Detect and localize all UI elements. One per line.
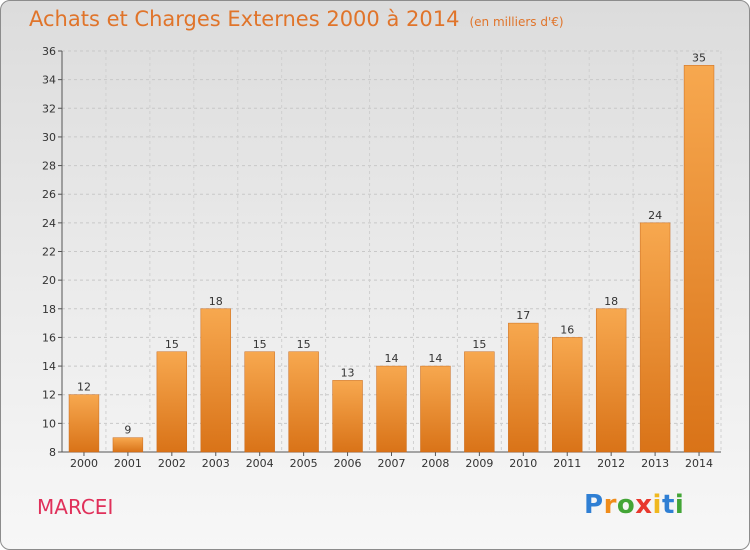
data-label-2005: 15 (297, 338, 311, 351)
data-label-2000: 12 (77, 381, 91, 394)
bar-2014 (683, 65, 715, 453)
data-label-2003: 18 (209, 295, 223, 308)
x-tick-label-2004: 2004 (246, 457, 274, 470)
logo-letter: x (635, 490, 653, 520)
x-tick-label-2011: 2011 (553, 457, 581, 470)
y-tick-label: 24 (42, 217, 56, 230)
bar-2000 (68, 394, 100, 453)
logo-letter: i (674, 490, 685, 520)
x-tick-label-2010: 2010 (509, 457, 537, 470)
logo-letter: i (652, 490, 662, 520)
y-tick-label: 8 (49, 446, 56, 459)
bar-2011 (552, 337, 583, 453)
y-tick-label: 12 (42, 389, 56, 402)
commune-name: MARCEI (37, 495, 114, 519)
y-tick-label: 26 (42, 188, 56, 201)
y-tick-label: 28 (42, 160, 56, 173)
data-label-2009: 15 (472, 338, 486, 351)
chart-subtitle: (en milliers d'€) (469, 15, 564, 29)
data-label-2014: 35 (692, 51, 706, 64)
data-label-2012: 18 (604, 295, 618, 308)
y-tick-label: 34 (42, 74, 56, 87)
bar-2004 (244, 351, 275, 453)
logo-letter: r (603, 490, 617, 520)
x-tick-label-2000: 2000 (70, 457, 98, 470)
proxiti-logo: Proxiti (584, 490, 684, 520)
y-tick-label: 14 (42, 360, 56, 373)
y-tick-label: 16 (42, 331, 56, 344)
x-tick-label-2003: 2003 (202, 457, 230, 470)
bar-2001 (112, 437, 144, 453)
bars (68, 65, 715, 453)
chart-title-block: Achats et Charges Externes 2000 à 2014 (e… (29, 7, 564, 31)
data-label-2013: 24 (648, 209, 662, 222)
bar-2010 (508, 322, 539, 453)
bar-2006 (332, 380, 363, 453)
y-tick-label: 18 (42, 303, 56, 316)
x-tick-label-2012: 2012 (597, 457, 625, 470)
y-tick-label: 20 (42, 274, 56, 287)
data-labels: 12 9 15 18 15 15 13 14 14 15 17 16 18 24 35 (77, 51, 706, 436)
x-tick-label-2002: 2002 (158, 457, 186, 470)
x-tick-label-2007: 2007 (378, 457, 406, 470)
bar-2003 (200, 308, 231, 453)
data-label-2006: 13 (341, 366, 355, 379)
x-tick-label-2006: 2006 (334, 457, 362, 470)
y-tick-label: 36 (42, 45, 56, 58)
data-label-2004: 15 (253, 338, 267, 351)
bar-2012 (595, 308, 627, 453)
bar-2005 (288, 351, 319, 453)
bar-2007 (376, 365, 407, 453)
bar-2009 (464, 351, 495, 453)
y-tick-label: 32 (42, 102, 56, 115)
x-tick-label-2014: 2014 (685, 457, 713, 470)
logo-letter: t (661, 490, 675, 520)
y-tick-label: 30 (42, 131, 56, 144)
data-label-2010: 17 (516, 309, 530, 322)
x-tick-label-2009: 2009 (465, 457, 493, 470)
y-tick-label: 10 (42, 417, 56, 430)
x-tick-label-2001: 2001 (114, 457, 142, 470)
data-label-2002: 15 (165, 338, 179, 351)
bar-2002 (156, 351, 188, 453)
x-tick-label-2005: 2005 (290, 457, 318, 470)
y-tick-label: 22 (42, 246, 56, 259)
x-tick-label-2008: 2008 (421, 457, 449, 470)
logo-letter: P (584, 490, 604, 520)
data-label-2008: 14 (428, 352, 442, 365)
x-tick-label-2013: 2013 (641, 457, 669, 470)
data-label-2007: 14 (385, 352, 399, 365)
bar-2013 (639, 222, 671, 453)
bar-2008 (420, 365, 451, 453)
data-label-2001: 9 (124, 424, 131, 437)
data-label-2011: 16 (560, 323, 574, 336)
chart-title: Achats et Charges Externes 2000 à 2014 (29, 7, 460, 31)
logo-letter: o (616, 490, 636, 520)
